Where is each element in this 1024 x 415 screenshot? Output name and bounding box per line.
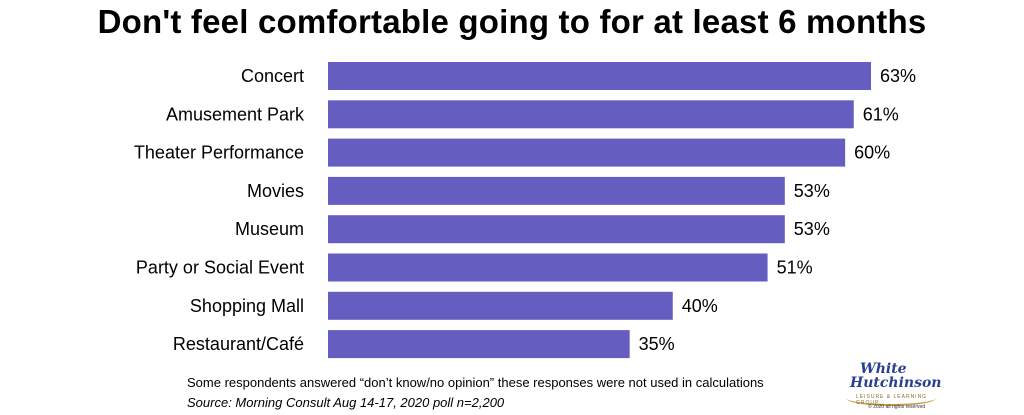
bar [328,215,785,244]
logo-text-line2: Hutchinson [850,375,942,391]
bar [328,253,768,282]
bar [328,100,854,129]
value-label: 60% [854,143,890,163]
chart-title: Don't feel comfortable going to for at l… [97,3,927,40]
bars-group: Concert 63% Amusement Park 61% Theater Perfo… [134,62,916,359]
value-label: 53% [794,181,830,201]
logo-text-line1: White [860,361,907,377]
category-label: Party or Social Event [136,258,304,278]
bar [328,62,871,90]
category-label: Movies [247,181,304,201]
logo-swoosh [846,390,936,406]
bar [328,138,846,167]
bar [328,176,785,205]
logo-copyright: © 2020 all rights reserved [868,404,926,410]
value-label: 35% [639,334,675,354]
category-label: Theater Performance [134,143,304,163]
value-label: 53% [794,219,830,239]
category-label: Concert [241,66,304,86]
category-label: Restaurant/Café [173,334,304,354]
value-label: 61% [863,104,899,124]
category-label: Amusement Park [166,104,305,124]
company-logo: White Hutchinson LEISURE & LEARNING GROU… [838,360,948,414]
value-label: 51% [777,258,813,278]
footnote: Some respondents answered “don’t know/no… [187,375,764,390]
bar-chart: Concert 63% Amusement Park 61% Theater Perfo… [134,62,916,359]
bar [328,330,630,359]
value-label: 40% [682,296,718,316]
logo-tagline: LEISURE & LEARNING GROUP [856,394,928,406]
category-label: Shopping Mall [190,296,304,316]
source-note: Source: Morning Consult Aug 14-17, 2020 … [187,395,505,410]
category-label: Museum [235,219,304,239]
bar [328,291,673,320]
value-label: 63% [880,66,916,86]
